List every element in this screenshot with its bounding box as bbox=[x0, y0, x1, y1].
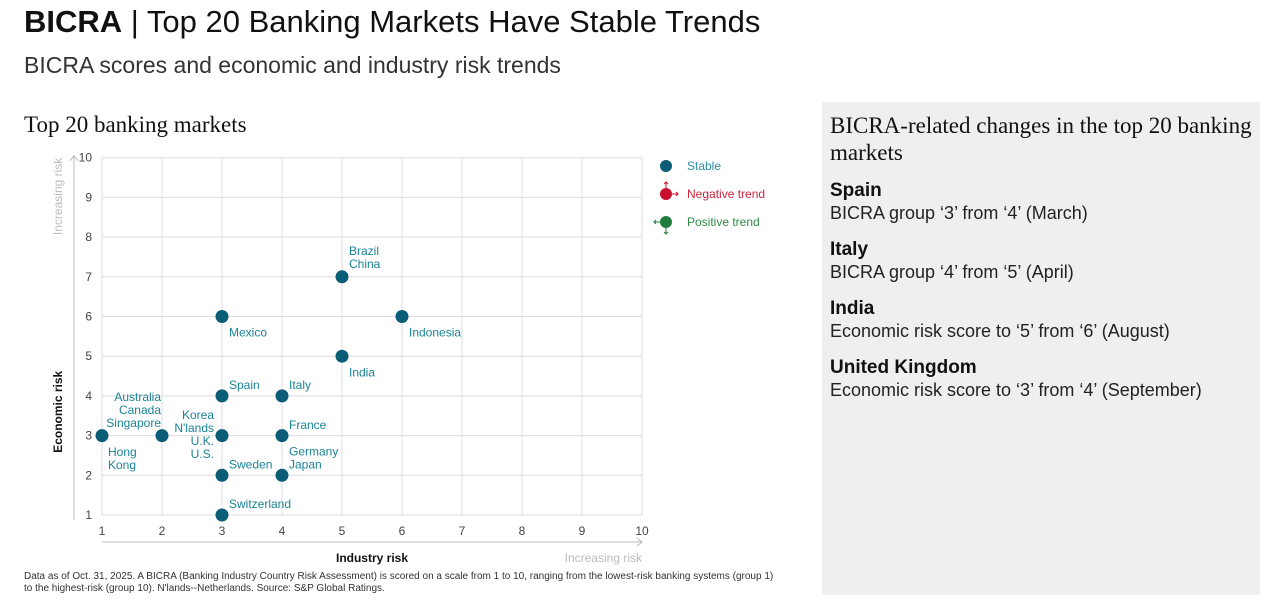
y-tick-label: 9 bbox=[85, 190, 92, 204]
change-detail: BICRA group ‘4’ from ‘5’ (April) bbox=[830, 262, 1074, 282]
change-item: India Economic risk score to ‘5’ from ‘6’… bbox=[830, 298, 1260, 343]
x-tick-label: 1 bbox=[99, 524, 106, 538]
y-axis-label: Economic risk bbox=[51, 370, 65, 452]
x-tick-label: 4 bbox=[279, 524, 286, 538]
point-label: Japan bbox=[289, 457, 322, 471]
data-point bbox=[215, 468, 229, 482]
point-label: Brazil bbox=[349, 244, 379, 258]
y-tick-label: 4 bbox=[85, 389, 92, 403]
panel-title: BICRA-related changes in the top 20 bank… bbox=[830, 113, 1252, 165]
legend-marker-negative-trend bbox=[660, 188, 672, 200]
point-label: Indonesia bbox=[409, 326, 461, 340]
chart-title: Top 20 banking markets bbox=[24, 112, 247, 137]
data-point bbox=[395, 310, 409, 323]
legend-label: Stable bbox=[687, 159, 721, 173]
y-tick-label: 3 bbox=[85, 429, 92, 443]
x-tick-label: 10 bbox=[635, 524, 649, 538]
point-label: Spain bbox=[229, 378, 260, 392]
y-direction-label: Increasing risk bbox=[51, 157, 65, 235]
point-label: France bbox=[289, 418, 327, 432]
y-tick-label: 10 bbox=[79, 151, 93, 165]
x-tick-label: 3 bbox=[219, 524, 226, 538]
change-detail: BICRA group ‘3’ from ‘4’ (March) bbox=[830, 203, 1088, 223]
changes-panel: BICRA-related changes in the top 20 bank… bbox=[822, 102, 1260, 595]
point-label: N'lands bbox=[174, 421, 214, 435]
data-point bbox=[335, 270, 349, 284]
point-label: India bbox=[349, 365, 375, 379]
x-tick-label: 2 bbox=[159, 524, 166, 538]
point-label: Sweden bbox=[229, 457, 272, 471]
point-label: Kong bbox=[108, 458, 136, 472]
y-tick-label: 1 bbox=[85, 508, 92, 522]
change-country: Italy bbox=[830, 239, 869, 260]
change-country: India bbox=[830, 298, 875, 319]
footnote: Data as of Oct. 31, 2025. A BICRA (Banki… bbox=[24, 571, 774, 594]
legend-label: Negative trend bbox=[687, 187, 765, 201]
point-label: Germany bbox=[289, 444, 338, 458]
arrow-icon bbox=[663, 181, 679, 197]
point-label: Hong bbox=[108, 445, 137, 459]
y-tick-label: 7 bbox=[85, 270, 92, 284]
point-label: China bbox=[349, 257, 381, 271]
change-item: Spain BICRA group ‘3’ from ‘4’ (March) bbox=[830, 180, 1260, 225]
point-label: U.K. bbox=[191, 434, 214, 448]
change-country: United Kingdom bbox=[830, 357, 977, 378]
x-tick-label: 5 bbox=[339, 524, 346, 538]
legend-label: Positive trend bbox=[687, 215, 760, 229]
point-label: Singapore bbox=[106, 416, 161, 430]
x-axis-label: Industry risk bbox=[336, 551, 408, 565]
arrow-icon bbox=[653, 219, 669, 235]
y-arrowhead bbox=[69, 154, 79, 162]
data-point bbox=[155, 429, 169, 443]
y-tick-label: 8 bbox=[85, 230, 92, 244]
y-tick-label: 2 bbox=[85, 468, 92, 482]
x-tick-label: 6 bbox=[399, 524, 406, 538]
data-point bbox=[215, 508, 229, 522]
point-label: Australia bbox=[114, 390, 161, 404]
change-item: United Kingdom Economic risk score to ‘3’… bbox=[830, 357, 1260, 402]
data-point bbox=[275, 468, 289, 482]
change-detail: Economic risk score to ‘3’ from ‘4’ (Sep… bbox=[830, 380, 1202, 400]
change-country: Spain bbox=[830, 180, 882, 201]
x-arrowhead bbox=[636, 537, 643, 547]
x-tick-label: 7 bbox=[459, 524, 466, 538]
y-tick-label: 5 bbox=[85, 349, 92, 363]
point-label: Canada bbox=[119, 403, 161, 417]
change-item: Italy BICRA group ‘4’ from ‘5’ (April) bbox=[830, 239, 1260, 284]
page-subtitle: BICRA scores and economic and industry r… bbox=[24, 52, 561, 78]
point-label: Italy bbox=[289, 378, 311, 392]
data-point bbox=[215, 389, 229, 403]
change-detail: Economic risk score to ‘5’ from ‘6’ (Aug… bbox=[830, 321, 1170, 341]
page-title: BICRA | Top 20 Banking Markets Have Stab… bbox=[24, 4, 761, 39]
legend-marker-positive-trend bbox=[660, 216, 672, 228]
point-label: Korea bbox=[182, 408, 214, 422]
data-point bbox=[95, 429, 109, 443]
x-tick-label: 9 bbox=[579, 524, 586, 538]
y-tick-label: 6 bbox=[85, 310, 92, 324]
brand: BICRA bbox=[24, 4, 123, 39]
x-tick-label: 8 bbox=[519, 524, 526, 538]
title-text: Top 20 Banking Markets Have Stable Trend… bbox=[146, 4, 761, 39]
legend-marker-stable bbox=[660, 160, 672, 172]
point-label: U.S. bbox=[191, 447, 214, 461]
data-point bbox=[275, 389, 289, 403]
x-direction-label: Increasing risk bbox=[565, 551, 643, 565]
data-point bbox=[275, 429, 289, 443]
data-point bbox=[335, 349, 349, 363]
data-point bbox=[215, 429, 229, 443]
scatter-chart: 1 2 3 4 5 6 7 8 9 10 1 2 3 4 5 6 7 8 9 10 Industry risk Incre… bbox=[51, 151, 765, 565]
data-point bbox=[215, 310, 229, 323]
point-label: Mexico bbox=[229, 326, 267, 340]
point-label: Switzerland bbox=[229, 497, 291, 511]
